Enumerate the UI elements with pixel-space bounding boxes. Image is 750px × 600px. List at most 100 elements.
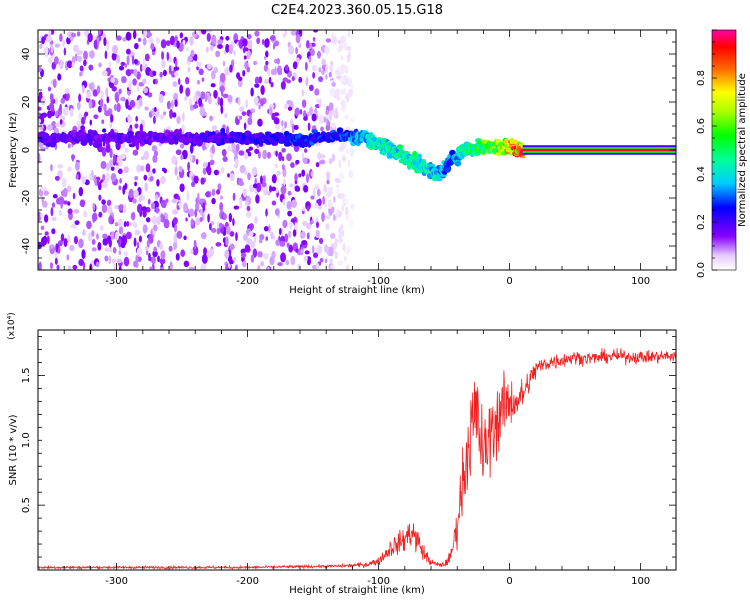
x-tick-label: -300 <box>105 276 128 287</box>
noise-speckle <box>108 255 112 265</box>
noise-speckle <box>125 48 131 55</box>
noise-speckle <box>198 97 203 107</box>
noise-speckle <box>263 253 269 260</box>
noise-speckle <box>41 36 45 45</box>
noise-speckle <box>263 55 267 61</box>
noise-speckle <box>166 51 170 61</box>
snr-plot-frame <box>37 329 677 571</box>
noise-speckle <box>38 106 42 111</box>
noise-speckle <box>120 61 126 66</box>
noise-speckle <box>328 110 333 121</box>
noise-speckle <box>306 205 310 212</box>
noise-speckle <box>57 163 64 169</box>
heatmap-cells <box>38 30 676 270</box>
noise-speckle <box>193 53 198 62</box>
noise-speckle <box>261 181 267 188</box>
noise-speckle <box>105 142 111 153</box>
noise-speckle <box>286 153 292 162</box>
noise-speckle <box>133 58 138 65</box>
noise-speckle <box>55 110 59 118</box>
noise-speckle <box>109 148 113 159</box>
noise-speckle <box>174 60 178 67</box>
figure-title: C2E4.2023.360.05.15.G18 <box>271 3 443 18</box>
noise-speckle <box>238 76 243 82</box>
noise-speckle <box>307 257 311 263</box>
noise-speckle <box>98 30 102 35</box>
noise-speckle <box>78 112 83 120</box>
noise-speckle <box>99 225 104 232</box>
noise-speckle <box>283 178 286 186</box>
noise-speckle <box>329 87 335 97</box>
noise-speckle <box>110 166 115 171</box>
noise-speckle <box>110 231 116 240</box>
noise-speckle <box>152 70 157 77</box>
noise-speckle <box>209 159 215 166</box>
noise-speckle <box>290 162 295 169</box>
noise-speckle <box>152 115 156 124</box>
colorbar-label: Normalized spectral amplitude <box>737 73 748 227</box>
noise-speckle <box>340 99 346 107</box>
noise-speckle <box>225 236 229 246</box>
noise-speckle <box>211 227 217 233</box>
noise-speckle <box>315 262 320 270</box>
noise-speckle <box>83 59 87 67</box>
noise-speckle <box>310 171 314 177</box>
noise-speckle <box>246 238 253 245</box>
noise-speckle <box>240 252 247 258</box>
noise-speckle <box>239 115 243 120</box>
noise-speckle <box>78 186 84 197</box>
noise-speckle <box>342 242 346 252</box>
noise-speckle <box>254 216 258 224</box>
noise-speckle <box>121 75 127 84</box>
noise-speckle <box>152 250 158 258</box>
noise-speckle <box>287 210 293 217</box>
noise-speckle <box>160 39 167 49</box>
noise-speckle <box>234 264 238 270</box>
noise-speckle <box>310 195 315 200</box>
noise-speckle <box>227 145 233 152</box>
noise-speckle <box>219 97 224 108</box>
noise-speckle <box>202 167 207 175</box>
noise-speckle <box>218 222 223 229</box>
noise-speckle <box>142 78 147 85</box>
noise-speckle <box>174 166 178 176</box>
noise-speckle <box>128 80 133 91</box>
noise-speckle <box>258 104 261 110</box>
noise-speckle <box>321 58 326 66</box>
noise-speckle <box>54 250 58 258</box>
noise-speckle <box>118 218 123 228</box>
noise-speckle <box>58 209 62 216</box>
noise-speckle <box>134 175 139 181</box>
noise-speckle <box>53 56 59 65</box>
snr-x-axis-label: Height of straight line (km) <box>289 585 425 596</box>
noise-speckle <box>290 218 296 223</box>
noise-speckle <box>88 64 94 71</box>
noise-speckle <box>133 260 137 268</box>
noise-speckle <box>42 235 48 246</box>
noise-speckle <box>200 30 207 35</box>
noise-speckle <box>136 164 142 173</box>
noise-speckle <box>234 158 239 167</box>
noise-speckle <box>242 188 248 198</box>
noise-speckle <box>51 202 56 208</box>
noise-speckle <box>106 162 110 172</box>
colorbar <box>712 30 736 270</box>
noise-speckle <box>341 35 344 45</box>
noise-speckle <box>126 221 130 227</box>
noise-speckle <box>250 254 255 263</box>
noise-speckle <box>325 74 328 80</box>
noise-speckle <box>91 212 98 222</box>
noise-speckle <box>109 247 113 253</box>
noise-speckle <box>165 40 171 46</box>
noise-speckle <box>344 206 349 216</box>
noise-speckle <box>105 87 109 98</box>
noise-speckle <box>344 114 349 120</box>
noise-speckle <box>55 243 59 253</box>
noise-speckle <box>168 245 173 252</box>
noise-speckle <box>303 184 309 193</box>
noise-speckle <box>114 204 119 210</box>
noise-speckle <box>44 231 49 236</box>
noise-speckle <box>266 266 270 270</box>
noise-speckle <box>110 77 116 83</box>
noise-speckle <box>75 173 79 180</box>
